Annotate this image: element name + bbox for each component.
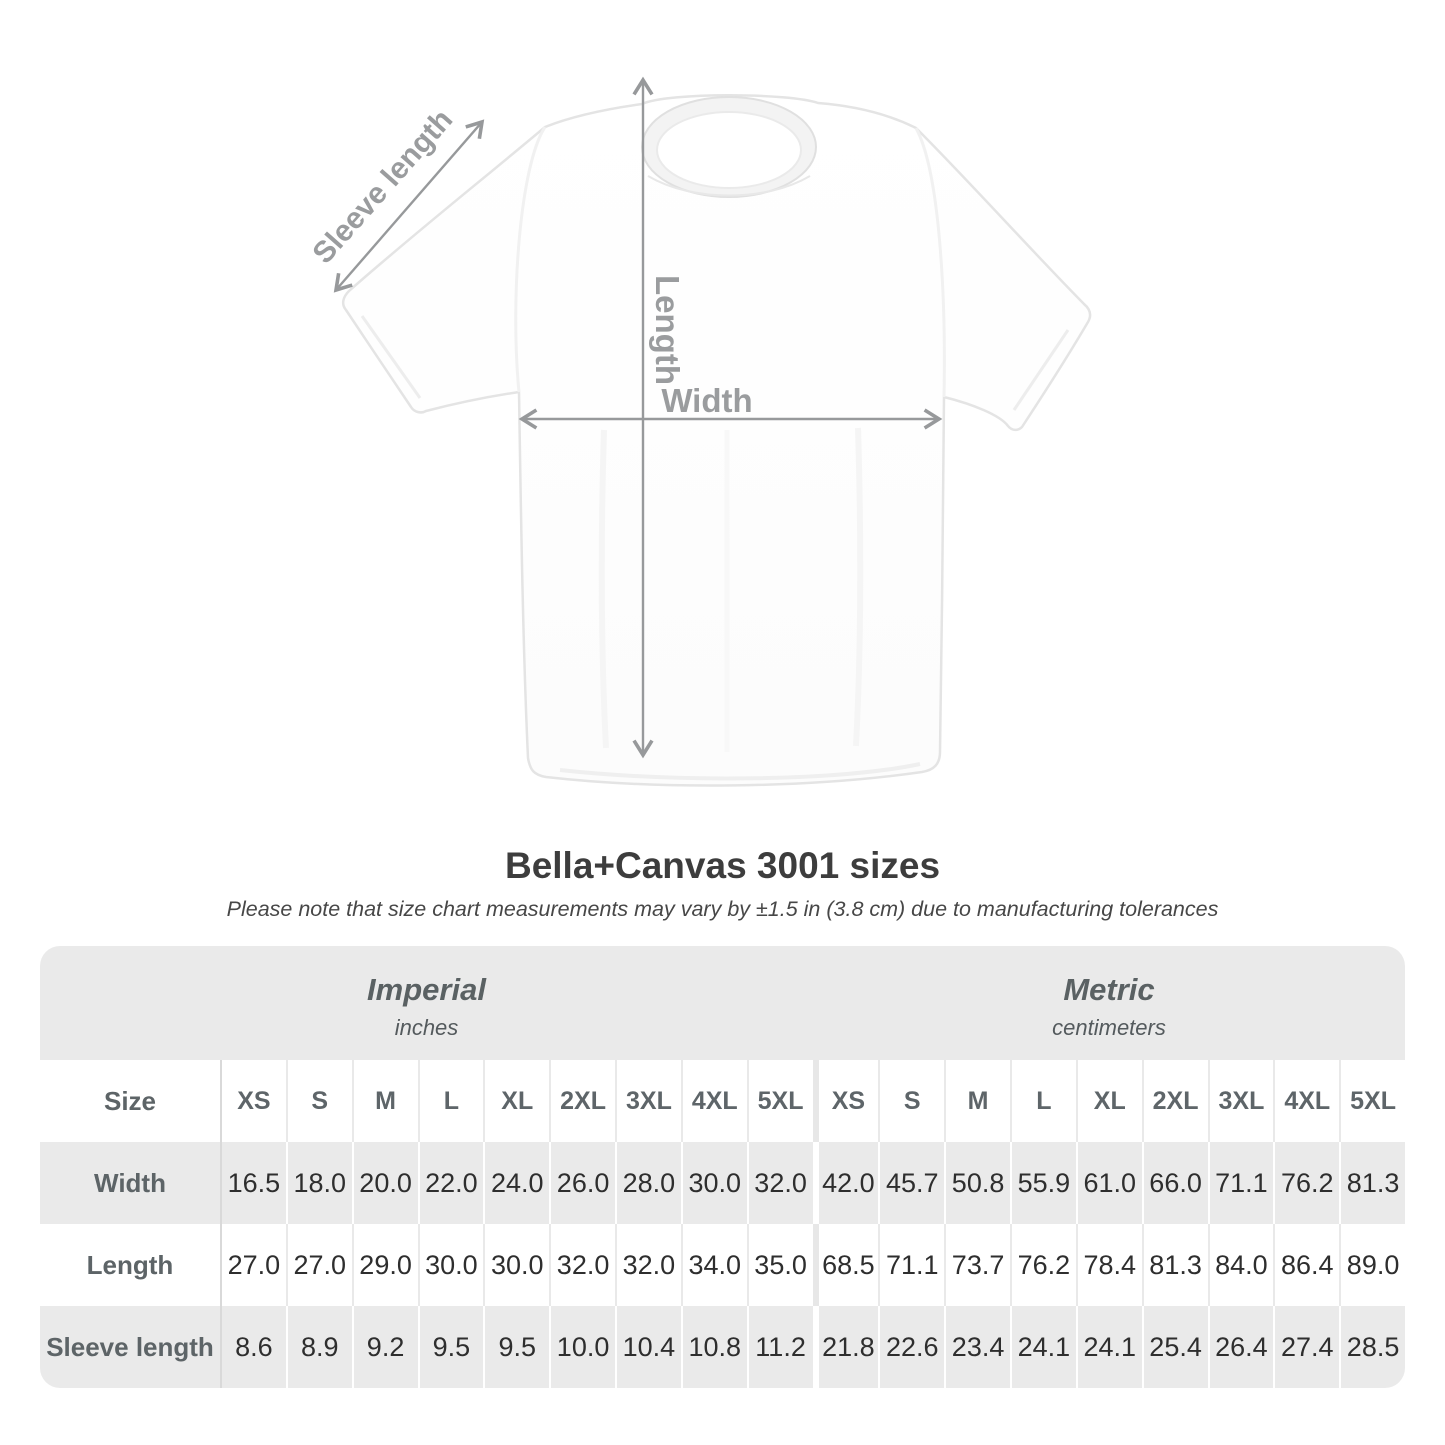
measurement-value: 71.1 [1207, 1142, 1274, 1224]
measurement-value: 9.5 [417, 1306, 484, 1388]
measurement-value: 20.0 [351, 1142, 418, 1224]
measurement-value: 10.4 [615, 1306, 681, 1388]
imperial-section-title: Imperial [367, 972, 486, 1007]
tshirt-measurement-diagram: Sleeve length Length Width [306, 76, 1092, 787]
measurement-value: 26.0 [549, 1142, 615, 1224]
measurement-value: 23.4 [944, 1306, 1010, 1388]
size-table-body: Size XS S M L XL 2XL 3XL 4XL 5XL XS S M L XL 2XL 3XL 4XL 5… [40, 1060, 1405, 1388]
size-column-header: 2XL [549, 1060, 615, 1142]
measurement-value: 10.0 [549, 1306, 615, 1388]
size-column-header: 3XL [1207, 1060, 1274, 1142]
size-column-header: 4XL [680, 1060, 747, 1142]
measurement-value: 30.0 [417, 1224, 484, 1306]
measurement-value: 50.8 [944, 1142, 1010, 1224]
size-column-header: XS [220, 1060, 286, 1142]
imperial-section-unit: inches [394, 1015, 459, 1040]
size-column-header: XL [483, 1060, 549, 1142]
metric-section-header: Metric centimeters [813, 946, 1405, 1060]
measurement-value: 22.0 [417, 1142, 484, 1224]
measurement-value: 22.6 [878, 1306, 944, 1388]
size-column-header: 5XL [1339, 1060, 1405, 1142]
table-row: Length 27.0 27.0 29.0 30.0 30.0 32.0 32.0 34.0 35… [40, 1224, 1405, 1306]
size-column-header: XS [812, 1060, 879, 1142]
size-column-header: S [285, 1060, 352, 1142]
table-row: Width 16.5 18.0 20.0 22.0 24.0 26.0 28.0 30.0 32.… [40, 1142, 1405, 1224]
size-column-header: M [351, 1060, 418, 1142]
measurement-value: 61.0 [1075, 1142, 1142, 1224]
measurement-value: 35.0 [746, 1224, 813, 1306]
measurement-value: 71.1 [878, 1224, 944, 1306]
page-title: Bella+Canvas 3001 sizes [504, 845, 941, 886]
collar [641, 96, 817, 198]
sleeve-length-arrow [333, 119, 485, 293]
measurement-value: 29.0 [351, 1224, 418, 1306]
size-column-header: XL [1075, 1060, 1142, 1142]
size-column-header: M [944, 1060, 1010, 1142]
measurement-value: 30.0 [680, 1142, 747, 1224]
measurement-value: 32.0 [549, 1224, 615, 1306]
size-column-header: 2XL [1141, 1060, 1208, 1142]
measurement-value: 27.0 [220, 1224, 286, 1306]
size-column-header: 5XL [746, 1060, 813, 1142]
unit-section-header: Imperial inches Metric centimeters [40, 946, 1405, 1060]
measurement-value: 10.8 [680, 1306, 747, 1388]
row-label: Width [94, 1167, 166, 1198]
imperial-section-header: Imperial inches [40, 946, 813, 1060]
row-label: Length [86, 1249, 174, 1280]
measurement-value: 26.4 [1207, 1306, 1274, 1388]
measurement-value: 27.4 [1273, 1306, 1339, 1388]
measurement-value: 27.0 [285, 1224, 352, 1306]
length-label: Length [649, 275, 686, 385]
width-label: Width [661, 382, 752, 419]
measurement-value: 66.0 [1141, 1142, 1208, 1224]
size-column-header: 3XL [615, 1060, 681, 1142]
metric-section-unit: centimeters [1052, 1015, 1166, 1040]
measurement-value: 45.7 [878, 1142, 944, 1224]
size-column-header: S [878, 1060, 944, 1142]
measurement-value: 21.8 [812, 1306, 879, 1388]
measurement-value: 42.0 [812, 1142, 879, 1224]
measurement-value: 81.3 [1339, 1142, 1405, 1224]
measurement-value: 18.0 [285, 1142, 352, 1224]
measurement-value: 8.6 [220, 1306, 286, 1388]
measurement-value: 25.4 [1141, 1306, 1208, 1388]
size-row-label: Size [103, 1085, 157, 1116]
measurement-value: 24.0 [483, 1142, 549, 1224]
measurement-value: 78.4 [1075, 1224, 1142, 1306]
measurement-value: 76.2 [1273, 1142, 1339, 1224]
measurement-value: 34.0 [680, 1224, 747, 1306]
measurement-value: 16.5 [220, 1142, 286, 1224]
measurement-value: 28.0 [615, 1142, 681, 1224]
table-row: Sleeve length 8.6 8.9 9.2 9.5 9.5 10.0 10.4 10.8… [40, 1306, 1405, 1388]
size-column-header: L [1010, 1060, 1076, 1142]
measurement-value: 89.0 [1339, 1224, 1405, 1306]
measurement-value: 55.9 [1010, 1142, 1076, 1224]
measurement-value: 81.3 [1141, 1224, 1208, 1306]
measurement-value: 24.1 [1075, 1306, 1142, 1388]
measurement-value: 11.2 [746, 1306, 813, 1388]
measurement-value: 68.5 [812, 1224, 879, 1306]
tshirt-illustration [341, 94, 1092, 787]
measurement-value: 8.9 [285, 1306, 352, 1388]
measurement-value: 9.2 [351, 1306, 418, 1388]
row-label: Sleeve length [46, 1331, 214, 1362]
table-row: Size XS S M L XL 2XL 3XL 4XL 5XL XS S M L XL 2XL 3XL 4XL 5… [40, 1060, 1405, 1142]
measurement-value: 9.5 [483, 1306, 549, 1388]
measurement-value: 73.7 [944, 1224, 1010, 1306]
tolerance-note: Please note that size chart measurements… [226, 897, 1219, 921]
size-table: Imperial inches Metric centimeters Size X… [40, 946, 1405, 1388]
measurement-value: 86.4 [1273, 1224, 1339, 1306]
size-column-header: L [417, 1060, 484, 1142]
size-column-header: 4XL [1273, 1060, 1339, 1142]
metric-section-title: Metric [1063, 972, 1155, 1007]
measurement-value: 76.2 [1010, 1224, 1076, 1306]
measurement-value: 24.1 [1010, 1306, 1076, 1388]
measurement-value: 32.0 [615, 1224, 681, 1306]
measurement-value: 32.0 [746, 1142, 813, 1224]
measurement-value: 28.5 [1339, 1306, 1405, 1388]
measurement-value: 30.0 [483, 1224, 549, 1306]
measurement-value: 84.0 [1207, 1224, 1274, 1306]
